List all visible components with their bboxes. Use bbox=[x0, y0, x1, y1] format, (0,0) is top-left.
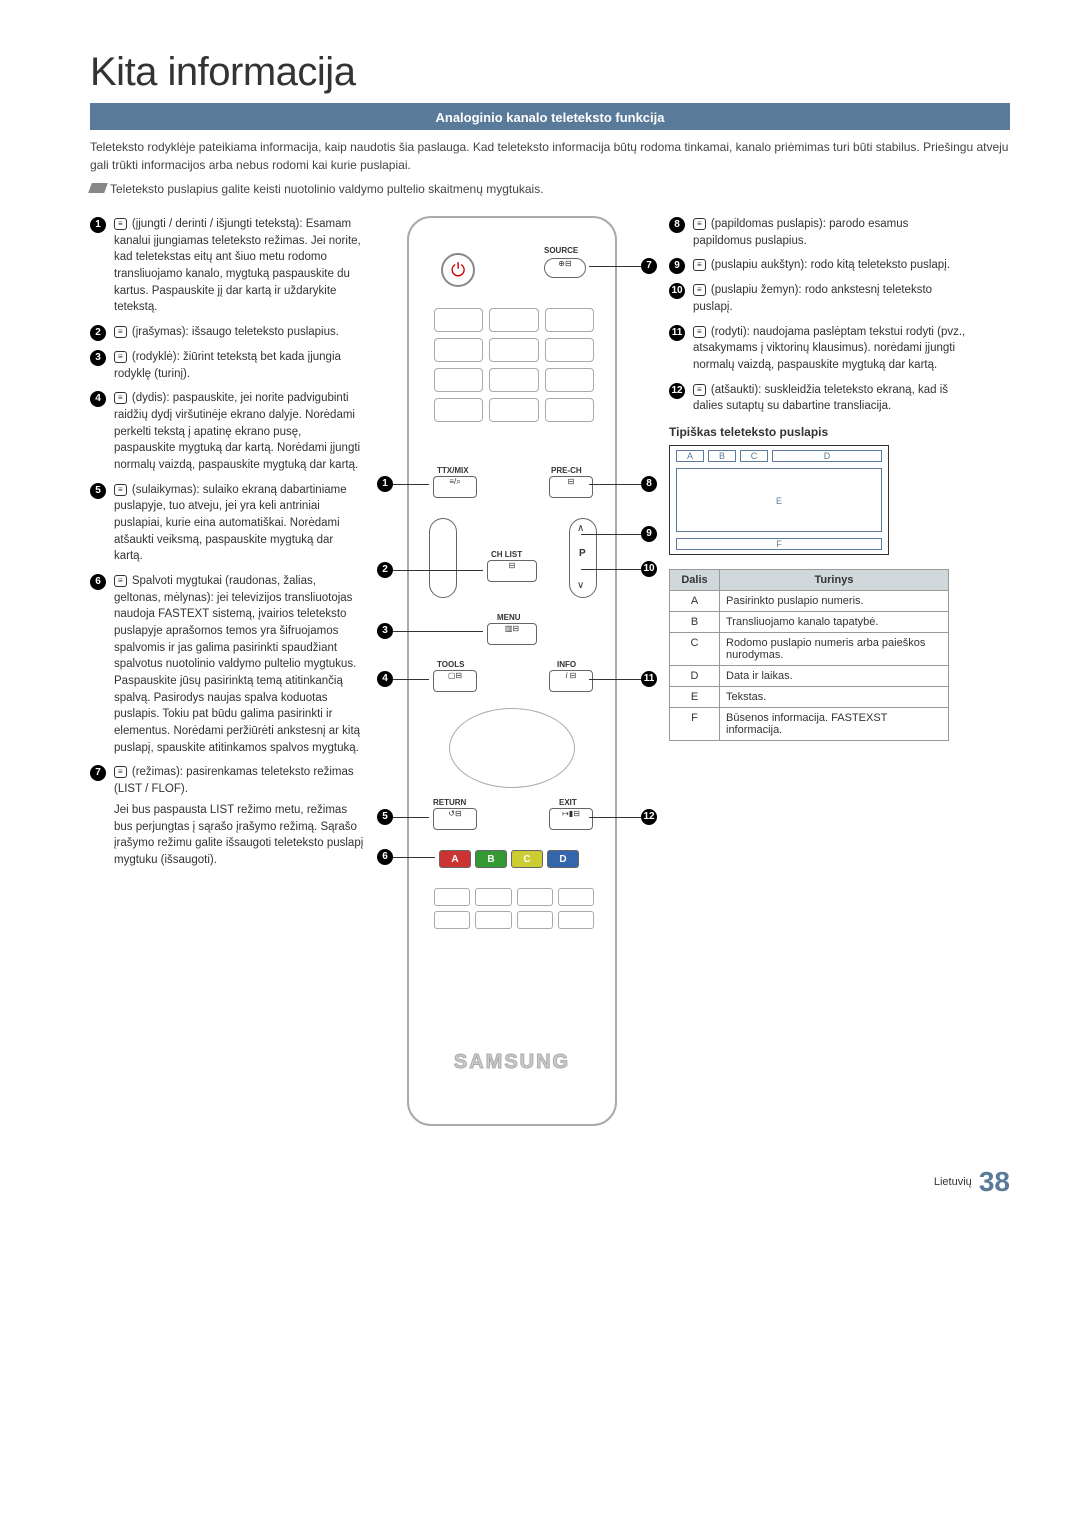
th-content: Turinys bbox=[720, 570, 949, 591]
page-title: Kita informacija bbox=[90, 50, 1010, 95]
item-text: ≡ Spalvoti mygtukai (raudonas, žalias, g… bbox=[114, 573, 365, 756]
callout-6: 6 bbox=[377, 849, 393, 865]
item-text: ≡ (įrašymas): išsaugo teleteksto puslapi… bbox=[114, 324, 365, 341]
section-bar: Analoginio kanalo teleteksto funkcija bbox=[90, 103, 1010, 130]
chlist-label: CH LIST bbox=[491, 550, 522, 559]
item-num: 7 bbox=[90, 765, 106, 781]
item-text: ≡ (režimas): pasirenkamas teleteksto rež… bbox=[114, 764, 365, 868]
power-button bbox=[441, 253, 475, 287]
callout-3: 3 bbox=[377, 623, 393, 639]
table-row: FBūsenos informacija. FASTEXST informaci… bbox=[670, 708, 949, 741]
item-text: ≡ (įjungti / derinti / išjungti tetekstą… bbox=[114, 216, 365, 316]
item-num: 3 bbox=[90, 350, 106, 366]
note-text: Teleteksto puslapius galite keisti nuoto… bbox=[90, 180, 1010, 198]
note-icon bbox=[88, 183, 108, 193]
left-column: 1 ≡ (įjungti / derinti / išjungti teteks… bbox=[90, 216, 365, 1136]
callout-8: 8 bbox=[641, 476, 657, 492]
item-num: 1 bbox=[90, 217, 106, 233]
brand-logo: SAMSUNG bbox=[409, 1051, 615, 1074]
footer: Lietuvių 38 bbox=[90, 1166, 1010, 1198]
remote-outline: SOURCE ⊕⊟ TTX/MIX ≡/⌕ PRE-CH ⊟ CH LIST ⊟… bbox=[407, 216, 617, 1126]
list-item: 2 ≡ (įrašymas): išsaugo teleteksto pusla… bbox=[90, 324, 365, 341]
list-item: 8 ≡ (papildomas puslapis): parodo esamus… bbox=[669, 216, 969, 249]
vol-rocker bbox=[429, 518, 457, 598]
prech-label: PRE-CH bbox=[551, 466, 582, 475]
typical-heading: Tipiškas teleteksto puslapis bbox=[669, 425, 969, 439]
callout-9: 9 bbox=[641, 526, 657, 542]
color-d: D bbox=[547, 850, 579, 868]
return-label: RETURN bbox=[433, 798, 466, 807]
remote-column: SOURCE ⊕⊟ TTX/MIX ≡/⌕ PRE-CH ⊟ CH LIST ⊟… bbox=[377, 216, 657, 1136]
source-label: SOURCE bbox=[544, 246, 578, 255]
item-text: ≡ (puslapiu žemyn): rodo ankstesnį telet… bbox=[693, 282, 969, 315]
callout-1: 1 bbox=[377, 476, 393, 492]
item-text: ≡ (papildomas puslapis): parodo esamus p… bbox=[693, 216, 969, 249]
item-num: 4 bbox=[90, 391, 106, 407]
item-text: ≡ (rodyklė): žiūrint tetekstą bet kada į… bbox=[114, 349, 365, 382]
item-num: 8 bbox=[669, 217, 685, 233]
list-item: 7 ≡ (režimas): pasirenkamas teleteksto r… bbox=[90, 764, 365, 868]
info-label: INFO bbox=[557, 660, 576, 669]
item-num: 10 bbox=[669, 283, 685, 299]
list-item: 3 ≡ (rodyklė): žiūrint tetekstą bet kada… bbox=[90, 349, 365, 382]
item-num: 9 bbox=[669, 258, 685, 274]
item-text: ≡ (rodyti): naudojama paslėptam tekstui … bbox=[693, 324, 969, 374]
menu-label: MENU bbox=[497, 613, 521, 622]
list-item: 11 ≡ (rodyti): naudojama paslėptam tekst… bbox=[669, 324, 969, 374]
table-row: CRodomo puslapio numeris arba paieškos n… bbox=[670, 633, 949, 666]
item-text: ≡ (sulaikymas): sulaiko ekraną dabartini… bbox=[114, 482, 365, 565]
ttx-diagram: A B C D E F bbox=[669, 445, 889, 555]
th-part: Dalis bbox=[670, 570, 720, 591]
content-table: Dalis Turinys APasirinkto puslapio numer… bbox=[669, 569, 949, 741]
item-text: ≡ (dydis): paspauskite, jei norite padvi… bbox=[114, 390, 365, 473]
list-item: 4 ≡ (dydis): paspauskite, jei norite pad… bbox=[90, 390, 365, 473]
table-row: DData ir laikas. bbox=[670, 666, 949, 687]
item-num: 11 bbox=[669, 325, 685, 341]
color-a: A bbox=[439, 850, 471, 868]
item-num: 2 bbox=[90, 325, 106, 341]
item-text: ≡ (puslapiu aukštyn): rodo kitą teleteks… bbox=[693, 257, 969, 274]
table-row: APasirinkto puslapio numeris. bbox=[670, 591, 949, 612]
table-row: BTransliuojamo kanalo tapatybė. bbox=[670, 612, 949, 633]
exit-button: ↦▮⊟ bbox=[549, 808, 593, 830]
table-row: ETekstas. bbox=[670, 687, 949, 708]
item-num: 5 bbox=[90, 483, 106, 499]
list-item: 10 ≡ (puslapiu žemyn): rodo ankstesnį te… bbox=[669, 282, 969, 315]
right-column: 8 ≡ (papildomas puslapis): parodo esamus… bbox=[669, 216, 969, 1136]
return-button: ↺⊟ bbox=[433, 808, 477, 830]
item-text: ≡ (atšaukti): suskleidžia teleteksto ekr… bbox=[693, 382, 969, 415]
callout-12: 12 bbox=[641, 809, 657, 825]
exit-label: EXIT bbox=[559, 798, 577, 807]
color-c: C bbox=[511, 850, 543, 868]
list-item: 5 ≡ (sulaikymas): sulaiko ekraną dabarti… bbox=[90, 482, 365, 565]
dpad bbox=[449, 708, 575, 788]
item-num: 12 bbox=[669, 383, 685, 399]
color-buttons: A B C D bbox=[439, 850, 579, 868]
list-item: 6 ≡ Spalvoti mygtukai (raudonas, žalias,… bbox=[90, 573, 365, 756]
prech-button: ⊟ bbox=[549, 476, 593, 498]
footer-lang: Lietuvių bbox=[934, 1176, 972, 1188]
info-button: i ⊟ bbox=[549, 670, 593, 692]
tools-button: ▢⊟ bbox=[433, 670, 477, 692]
list-item: 9 ≡ (puslapiu aukštyn): rodo kitą telete… bbox=[669, 257, 969, 274]
callout-10: 10 bbox=[641, 561, 657, 577]
tools-label: TOOLS bbox=[437, 660, 464, 669]
callout-2: 2 bbox=[377, 562, 393, 578]
item-num: 6 bbox=[90, 574, 106, 590]
source-button: ⊕⊟ bbox=[544, 258, 586, 278]
list-item: 1 ≡ (įjungti / derinti / išjungti teteks… bbox=[90, 216, 365, 316]
color-b: B bbox=[475, 850, 507, 868]
ttx-button: ≡/⌕ bbox=[433, 476, 477, 498]
chlist-button: ⊟ bbox=[487, 560, 537, 582]
page-number: 38 bbox=[979, 1166, 1010, 1197]
intro-text: Teleteksto rodyklėje pateikiama informac… bbox=[90, 138, 1010, 174]
callout-5: 5 bbox=[377, 809, 393, 825]
ttx-label: TTX/MIX bbox=[437, 466, 469, 475]
callout-7: 7 bbox=[641, 258, 657, 274]
list-item: 12 ≡ (atšaukti): suskleidžia teleteksto … bbox=[669, 382, 969, 415]
numpad bbox=[434, 308, 594, 422]
menu-button: ▥⊟ bbox=[487, 623, 537, 645]
callout-11: 11 bbox=[641, 671, 657, 687]
callout-4: 4 bbox=[377, 671, 393, 687]
